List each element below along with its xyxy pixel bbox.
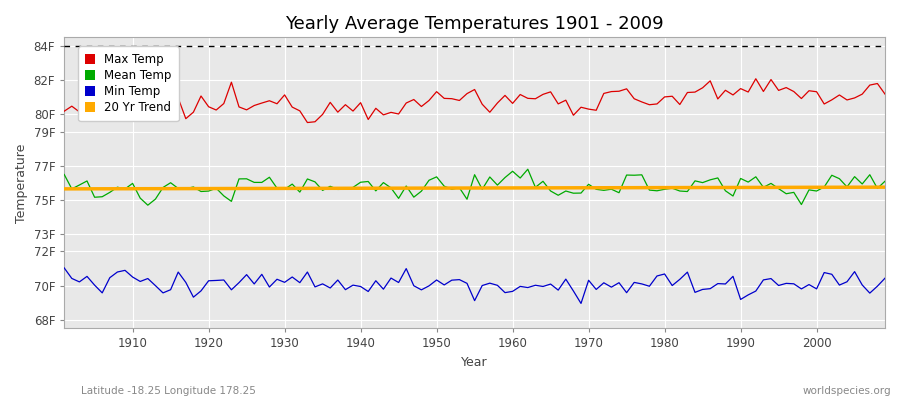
Title: Yearly Average Temperatures 1901 - 2009: Yearly Average Temperatures 1901 - 2009	[285, 15, 664, 33]
Y-axis label: Temperature: Temperature	[15, 143, 28, 222]
Legend: Max Temp, Mean Temp, Min Temp, 20 Yr Trend: Max Temp, Mean Temp, Min Temp, 20 Yr Tre…	[78, 46, 179, 121]
X-axis label: Year: Year	[462, 356, 488, 369]
Text: worldspecies.org: worldspecies.org	[803, 386, 891, 396]
Text: Latitude -18.25 Longitude 178.25: Latitude -18.25 Longitude 178.25	[81, 386, 256, 396]
